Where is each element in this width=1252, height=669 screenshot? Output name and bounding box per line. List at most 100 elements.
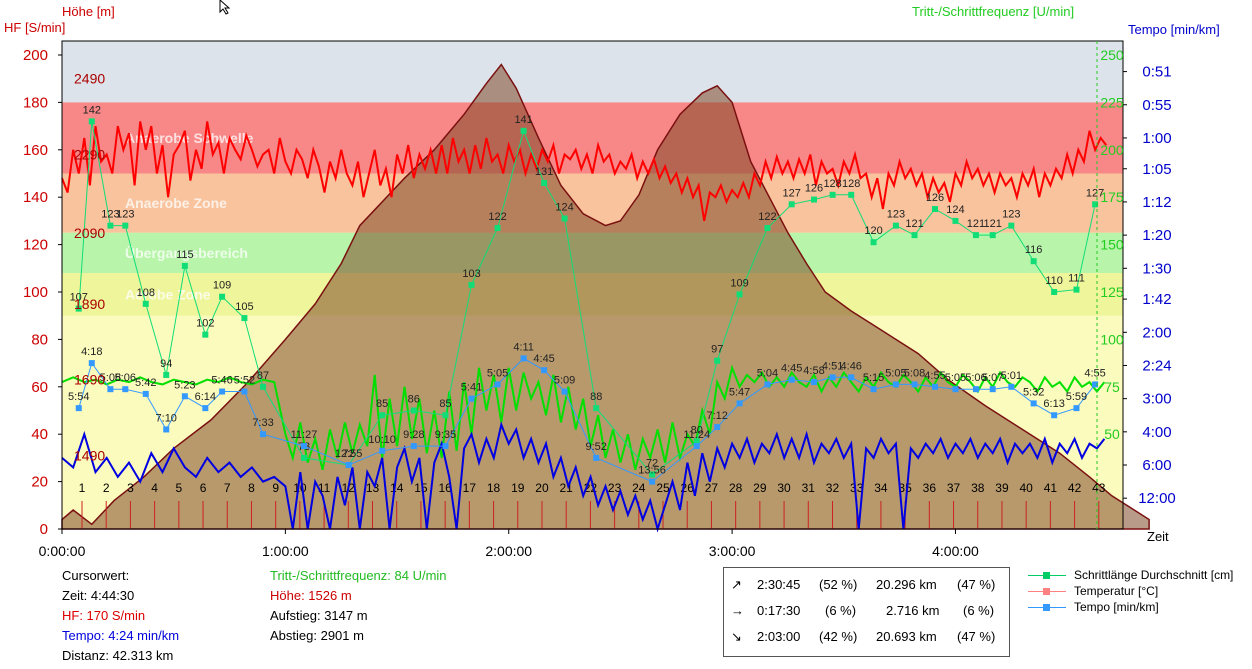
- pace-label: 4:46: [841, 360, 862, 372]
- hr-trace: [61, 121, 1107, 222]
- pace-point: [892, 381, 899, 388]
- pace-tick-label: 12:00: [1138, 490, 1176, 507]
- pace-tick-label: 2:00: [1142, 324, 1171, 341]
- pace-point: [972, 386, 979, 393]
- zone-label: Anaerobe Schwelle: [125, 130, 254, 146]
- lap-number: 7: [224, 481, 231, 495]
- cadence-tick-label: 50: [1104, 426, 1120, 442]
- stride-point: [952, 217, 959, 224]
- hr-tick-label: 40: [31, 426, 48, 443]
- stride-point: [202, 331, 209, 338]
- pace-point: [561, 388, 568, 395]
- pace-tick-label: 1:42: [1142, 291, 1171, 308]
- legend: Schrittlänge Durchschnitt [cm] Temperatu…: [1028, 567, 1252, 615]
- pace-point: [1030, 400, 1037, 407]
- stride-point: [1030, 258, 1037, 265]
- legend-item-temperature[interactable]: Temperatur [°C]: [1028, 583, 1252, 599]
- stride-point: [1092, 201, 1099, 208]
- stride-point: [410, 407, 417, 414]
- stat-distance: 2.716 km: [886, 603, 940, 618]
- pace-point: [811, 379, 818, 386]
- pace-point: [931, 383, 938, 390]
- pace-label: 9:52: [586, 441, 607, 453]
- cursor-ascent: Aufstieg: 3147 m: [270, 608, 368, 623]
- lap-number: 14: [390, 481, 404, 495]
- lap-number: 19: [511, 481, 525, 495]
- stride-label: 105: [235, 301, 253, 313]
- lap-number: 28: [729, 481, 743, 495]
- pace-point: [1073, 405, 1080, 412]
- pace-label: 4:55: [924, 370, 945, 382]
- pace-point: [848, 374, 855, 381]
- legend-item-stride[interactable]: Schrittlänge Durchschnitt [cm]: [1028, 567, 1252, 583]
- pace-tick-label: 1:05: [1142, 161, 1171, 178]
- stride-label: 107: [70, 292, 88, 304]
- pace-point: [122, 386, 129, 393]
- stride-label: 72: [343, 448, 355, 460]
- pace-label: 4:45: [533, 353, 554, 365]
- pace-point: [541, 367, 548, 374]
- stride-point: [1051, 289, 1058, 295]
- cadence-axis-title: Tritt-/Schrittfrequenz [U/min]: [912, 4, 1075, 19]
- stride-label: 87: [257, 370, 269, 382]
- alt-tick-label: 2490: [74, 71, 105, 87]
- lap-number: 23: [608, 481, 622, 495]
- pace-label: 5:41: [461, 382, 482, 394]
- stride-point: [122, 222, 129, 229]
- stride-label: 127: [1086, 187, 1104, 199]
- pace-label: 5:05: [885, 367, 906, 379]
- hr-tick-label: 160: [23, 142, 48, 159]
- stride-label: 121: [905, 218, 923, 230]
- zone-band: [62, 102, 1123, 174]
- stride-label: 115: [176, 249, 194, 261]
- zone-band: [62, 55, 1123, 103]
- cadence-tick-label: 75: [1104, 379, 1120, 395]
- cursor-time: Zeit: 4:44:30: [62, 588, 135, 603]
- pace-point: [1008, 383, 1015, 390]
- pace-trace: [61, 421, 1106, 533]
- lap-number: 21: [560, 481, 574, 495]
- cadence-tick-label: 225: [1100, 94, 1124, 110]
- pace-point: [300, 443, 307, 450]
- stride-label: 123: [116, 209, 134, 221]
- hr-tick-label: 20: [31, 474, 48, 491]
- pace-label: 5:54: [68, 391, 89, 403]
- pace-point: [345, 462, 352, 469]
- pace-point: [1051, 412, 1058, 419]
- stride-point: [870, 239, 877, 246]
- axes: 0204060801001201401601802002490229020901…: [23, 40, 1176, 559]
- pace-label: 5:06: [965, 372, 986, 384]
- zone-labels: Anaerobe Schwelle Anaerobe Zone Übergangsb…: [125, 130, 254, 302]
- pace-point: [75, 405, 82, 412]
- pace-point: [410, 443, 417, 450]
- stride-label: 122: [488, 211, 506, 223]
- lap-number: 10: [293, 481, 307, 495]
- cursor-distance: Distanz: 42.313 km: [62, 648, 174, 663]
- stride-point: [181, 262, 188, 269]
- legend-item-pace[interactable]: Tempo [min/km]: [1028, 599, 1252, 615]
- pace-tick-label: 1:20: [1142, 227, 1171, 244]
- pace-point: [736, 400, 743, 407]
- stride-point: [593, 405, 600, 412]
- alt-axis-title: Höhe [m]: [62, 4, 115, 19]
- x-axis-title: Zeit: [1147, 529, 1169, 544]
- cadence-tick-label: 200: [1100, 142, 1124, 158]
- pace-point: [989, 386, 996, 393]
- stride-label: 80: [691, 424, 703, 436]
- stride-point: [848, 191, 855, 198]
- pace-point: [788, 376, 795, 383]
- pace-label: 5:59: [1066, 391, 1087, 403]
- pace-label: 5:01: [1001, 370, 1022, 382]
- stride-point: [714, 357, 721, 364]
- alt-tick-label: 1490: [74, 448, 105, 464]
- x-tick-label: 1:00:00: [262, 543, 309, 559]
- pace-point: [593, 454, 600, 461]
- hr-tick-label: 180: [23, 94, 48, 111]
- altitude-profile: [61, 63, 1150, 530]
- pace-axis-title: Tempo [min/km]: [1128, 22, 1220, 37]
- cursor-heading: Cursorwert:: [62, 568, 130, 583]
- lap-number: 18: [487, 481, 501, 495]
- pace-point: [202, 405, 209, 412]
- stride-label: 128: [842, 178, 860, 190]
